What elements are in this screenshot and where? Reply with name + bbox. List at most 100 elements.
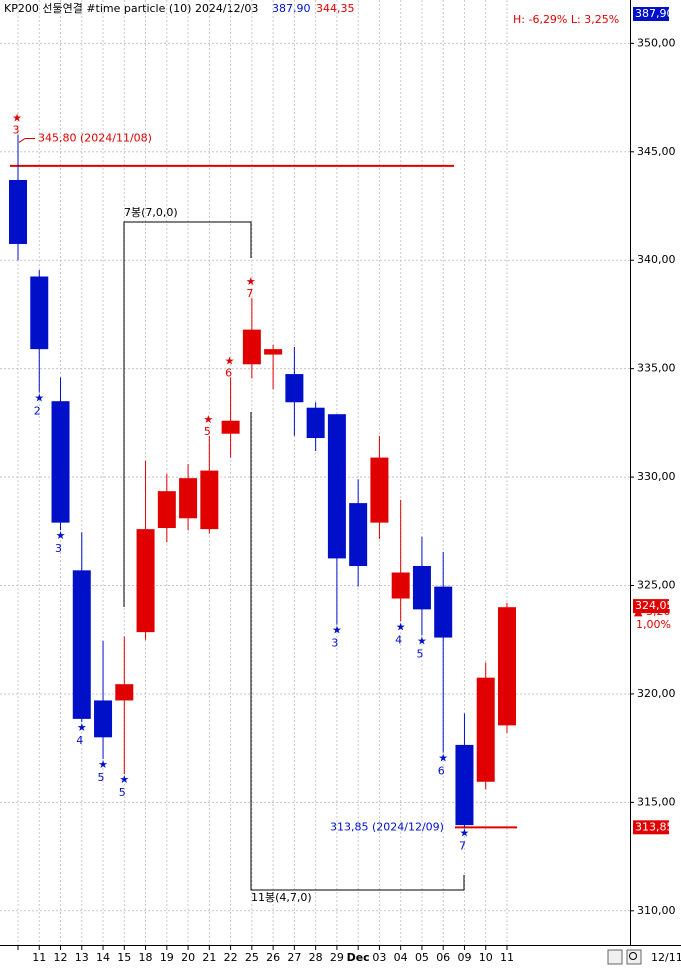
y-tick-label: 320,00	[637, 687, 676, 700]
candle-body	[242, 329, 261, 365]
candle-body	[327, 414, 346, 559]
y-tick-label: 345,00	[637, 145, 676, 158]
y-tick-label: 350,00	[637, 36, 676, 49]
candle-body	[476, 677, 495, 782]
note-arrow	[18, 137, 35, 143]
toolbar	[607, 949, 642, 965]
signal-star: ★	[225, 354, 235, 367]
signal-star: ★	[417, 634, 427, 647]
bracket-label: 11봉(4,7,0)	[251, 891, 312, 904]
signal-count: 6	[225, 366, 232, 379]
x-tick-label: 18	[139, 951, 153, 964]
signal-count: 3	[55, 542, 62, 555]
candle-body	[306, 407, 325, 439]
signal-star: ★	[332, 624, 342, 637]
signal-star: ★	[203, 413, 213, 426]
signal-count: 5	[204, 425, 211, 438]
x-tick-label: 28	[309, 951, 323, 964]
end-date: 12/11	[651, 951, 681, 964]
last-price: 324,05	[635, 599, 674, 612]
x-tick-label: 25	[245, 951, 259, 964]
x-tick-label: 22	[224, 951, 238, 964]
x-tick-label: 12	[54, 951, 68, 964]
signal-star: ★	[119, 773, 129, 786]
x-tick-label: 29	[330, 951, 344, 964]
candle-body	[391, 572, 410, 599]
signal-count: 5	[98, 771, 105, 784]
candle-body	[51, 401, 70, 523]
bracket-label: 7봉(7,0,0)	[124, 206, 178, 219]
signal-star: ★	[77, 721, 87, 734]
signal-count: 5	[119, 786, 126, 799]
signal-star: ★	[12, 111, 22, 124]
signal-star: ★	[98, 758, 108, 771]
candle-body	[72, 570, 91, 719]
signal-count: 6	[438, 764, 445, 777]
header-high: 387,90	[272, 2, 311, 15]
x-tick-label: 26	[266, 951, 280, 964]
candle-body	[30, 276, 49, 350]
x-tick-label: 06	[436, 951, 450, 964]
x-tick-label: 13	[75, 951, 89, 964]
signal-count: 4	[76, 734, 83, 747]
signal-count: 2	[34, 405, 41, 418]
signal-star: ★	[396, 620, 406, 633]
candle-body	[434, 586, 453, 638]
top-price-box	[633, 7, 669, 21]
candle-body	[179, 478, 198, 519]
signal-count: 7	[459, 839, 466, 852]
edit-button[interactable]	[607, 949, 623, 965]
top-price: 387,90	[635, 7, 674, 20]
high-note: 345,80 (2024/11/08)	[38, 131, 152, 144]
header: KP200 선물연결 #time particle (10) 2024/12/0…	[4, 2, 619, 26]
header-low: 344,35	[316, 2, 355, 15]
candle-body	[221, 420, 240, 434]
signal-count: 3	[13, 123, 20, 136]
candle-body	[9, 179, 27, 244]
signal-count: 5	[416, 647, 423, 660]
candle-body	[412, 565, 431, 610]
y-tick-label: 310,00	[637, 904, 676, 917]
candle-body	[264, 349, 283, 355]
x-tick-label: 19	[160, 951, 174, 964]
x-tick-label: 11	[500, 951, 514, 964]
signal-star: ★	[460, 826, 470, 839]
candle-body	[136, 529, 155, 633]
y-tick-label: 325,00	[637, 579, 676, 592]
signal-star: ★	[34, 392, 44, 405]
candle-body	[94, 700, 113, 738]
candle-body	[349, 503, 368, 566]
x-tick-label: 11	[32, 951, 46, 964]
chart-title: KP200 선물연결 #time particle (10) 2024/12/0…	[4, 2, 258, 15]
x-tick-label: 27	[287, 951, 301, 964]
x-tick-label: 10	[479, 951, 493, 964]
count-bracket	[250, 412, 465, 891]
y-tick-label: 330,00	[637, 470, 676, 483]
candle-body	[200, 470, 219, 530]
zoom-button[interactable]	[626, 949, 642, 965]
signal-count: 3	[331, 637, 338, 650]
x-tick-label: 09	[457, 951, 471, 964]
change-pct: 1,00%	[636, 618, 671, 631]
y-tick-label: 340,00	[637, 253, 676, 266]
candle-body	[157, 491, 176, 529]
signal-count: 4	[395, 633, 402, 646]
low-price: 313,85	[635, 820, 674, 833]
range-text: H: -6,29% L: 3,25%	[513, 13, 619, 26]
x-tick-label: 20	[181, 951, 195, 964]
candle-body	[285, 374, 304, 403]
zoom-icon	[629, 952, 637, 960]
y-tick-label: 315,00	[637, 795, 676, 808]
candle-body	[115, 684, 134, 701]
x-tick-label: 03	[372, 951, 386, 964]
y-tick-label: 335,00	[637, 362, 676, 375]
candle-body	[455, 744, 474, 826]
x-tick-label: 05	[415, 951, 429, 964]
last-price-box	[633, 599, 669, 614]
x-tick-label: Dec	[347, 951, 370, 964]
x-tick-label: 15	[117, 951, 131, 964]
candle-body	[497, 607, 516, 726]
signal-star: ★	[246, 275, 256, 288]
low-price-box	[633, 820, 669, 835]
